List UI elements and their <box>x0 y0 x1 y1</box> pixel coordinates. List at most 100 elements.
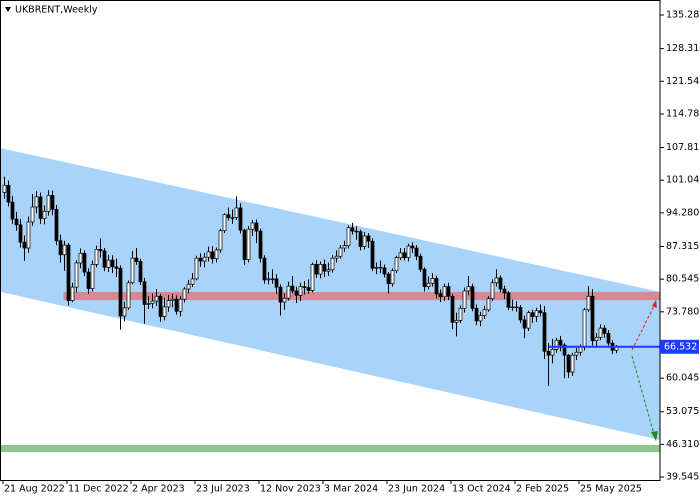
menu-triangle[interactable] <box>5 7 11 12</box>
candle-body <box>190 278 195 285</box>
candle-body <box>94 249 99 265</box>
y-tick-label: 80.545 <box>666 274 699 285</box>
candle-body <box>506 292 511 308</box>
candle-body <box>546 350 551 356</box>
candle-body <box>206 251 211 258</box>
candle-body <box>66 244 71 301</box>
y-tick-label: 60.045 <box>666 373 699 384</box>
y-tick-label: 53.075 <box>666 406 699 417</box>
y-tick-label: 128.310 <box>666 43 700 54</box>
down-arrowhead <box>651 431 658 441</box>
candle-body <box>182 288 187 300</box>
candle-body <box>414 247 419 257</box>
up-arrow <box>631 301 657 351</box>
candle-body <box>22 241 27 249</box>
candle-body <box>514 306 519 309</box>
candle-body <box>102 250 107 268</box>
candle-body <box>62 244 67 256</box>
candle-body <box>282 297 287 303</box>
candle-body <box>14 218 19 226</box>
candle-body <box>346 227 351 246</box>
candle-body <box>222 214 227 231</box>
candle-body <box>242 229 247 260</box>
candle-body <box>338 247 343 257</box>
candle-body <box>158 295 163 317</box>
candle-body <box>334 255 339 259</box>
candle-body <box>26 221 31 249</box>
y-tick-label: 46.310 <box>666 439 699 450</box>
candle-body <box>154 295 159 302</box>
candle-body <box>38 196 43 219</box>
plot-frame <box>0 0 661 481</box>
candle-body <box>490 282 495 300</box>
candle-body <box>450 295 455 323</box>
candle-body <box>34 196 39 208</box>
candle-body <box>186 283 191 290</box>
candle-body <box>290 285 295 292</box>
candle-body <box>398 252 403 259</box>
candle-body <box>330 257 335 271</box>
candle-body <box>590 295 595 342</box>
candle-body <box>394 257 399 272</box>
candle-body <box>390 270 395 285</box>
candle-body <box>362 235 367 247</box>
candle-body <box>438 293 443 298</box>
candle-body <box>106 259 111 268</box>
candle-body <box>322 264 327 272</box>
candle-body <box>270 278 275 281</box>
candle-body <box>602 327 607 334</box>
candle-body <box>174 298 179 312</box>
candle-body <box>230 217 235 219</box>
candle-body <box>54 209 59 242</box>
candle-body <box>82 252 87 273</box>
candle-body <box>170 298 175 301</box>
candle-body <box>98 249 103 252</box>
x-tick-label: 21 Aug 2022 <box>4 484 65 495</box>
candle-body <box>194 257 199 280</box>
candle-body <box>166 300 171 308</box>
candle-body <box>150 300 155 304</box>
candle-body <box>78 252 83 264</box>
candle-body <box>250 222 255 230</box>
candle-body <box>582 309 587 348</box>
candle-body <box>446 286 451 297</box>
candle-body <box>466 286 471 292</box>
x-tick-label: 12 Nov 2023 <box>260 484 321 495</box>
y-tick-label: 135.280 <box>666 10 700 21</box>
candle-body <box>162 306 167 317</box>
candle-body <box>318 264 323 275</box>
y-tick-label: 94.280 <box>666 207 699 218</box>
candle-body <box>302 286 307 288</box>
candle-body <box>50 195 55 210</box>
candle-body <box>370 240 375 269</box>
plot-area <box>1 148 660 453</box>
candle-body <box>402 252 407 259</box>
candle-body <box>298 286 303 296</box>
candle-body <box>178 298 183 312</box>
x-tick-label: 3 Mar 2024 <box>324 484 378 495</box>
candle-body <box>258 230 263 259</box>
candle-body <box>530 312 535 317</box>
candle-body <box>202 256 207 262</box>
x-tick-label: 23 Jul 2023 <box>196 484 250 495</box>
candle-body <box>210 251 215 259</box>
candle-body <box>274 278 279 288</box>
candle-body <box>538 310 543 314</box>
candle-body <box>126 282 131 309</box>
x-tick-label: 25 May 2025 <box>580 484 642 495</box>
candle-body <box>10 201 15 220</box>
y-tick-label: 121.545 <box>666 76 700 87</box>
candle-body <box>142 281 147 305</box>
candle-body <box>478 315 483 322</box>
candle-body <box>510 306 515 309</box>
candle-body <box>482 309 487 316</box>
candle-body <box>266 278 271 281</box>
candle-body <box>2 184 7 193</box>
candle-body <box>314 264 319 275</box>
candle-body <box>358 231 363 247</box>
candle-body <box>458 307 463 321</box>
candle-body <box>378 266 383 269</box>
candle-body <box>254 222 259 232</box>
overlay: 135.280 128.310 121.545 114.780 107.815 101.0… <box>2 10 700 495</box>
